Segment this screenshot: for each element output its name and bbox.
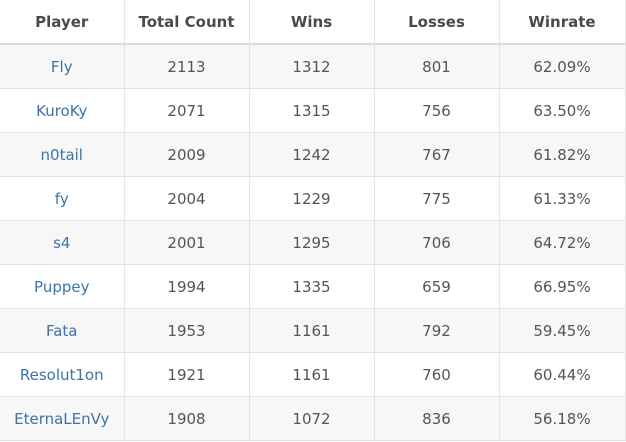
winrate-cell: 59.45%: [498, 308, 626, 353]
column-header-player[interactable]: Player: [0, 0, 125, 45]
player-link[interactable]: Fly: [0, 43, 125, 89]
losses-cell: 836: [373, 396, 500, 441]
total-count-cell: 2113: [123, 43, 250, 89]
player-link[interactable]: s4: [0, 220, 125, 265]
column-header-winrate[interactable]: Winrate: [498, 0, 626, 45]
table-row: n0tail 2009 1242 767 61.82%: [0, 132, 626, 177]
losses-cell: 756: [373, 88, 500, 133]
table-header: Player Total Count Wins Losses Winrate: [0, 0, 626, 45]
losses-cell: 775: [373, 176, 500, 221]
column-header-losses[interactable]: Losses: [373, 0, 500, 45]
losses-cell: 767: [373, 132, 500, 177]
player-link[interactable]: n0tail: [0, 132, 125, 177]
total-count-cell: 1994: [123, 264, 250, 309]
total-count-cell: 2071: [123, 88, 250, 133]
column-header-total-count[interactable]: Total Count: [123, 0, 250, 45]
table-row: fy 2004 1229 775 61.33%: [0, 176, 626, 221]
table-row: KuroKy 2071 1315 756 63.50%: [0, 88, 626, 133]
player-link[interactable]: Fata: [0, 308, 125, 353]
total-count-cell: 1921: [123, 352, 250, 397]
winrate-cell: 66.95%: [498, 264, 626, 309]
wins-cell: 1229: [248, 176, 375, 221]
total-count-cell: 2004: [123, 176, 250, 221]
losses-cell: 801: [373, 43, 500, 89]
wins-cell: 1335: [248, 264, 375, 309]
total-count-cell: 1908: [123, 396, 250, 441]
wins-cell: 1161: [248, 308, 375, 353]
total-count-cell: 2001: [123, 220, 250, 265]
losses-cell: 792: [373, 308, 500, 353]
wins-cell: 1242: [248, 132, 375, 177]
winrate-cell: 56.18%: [498, 396, 626, 441]
total-count-cell: 2009: [123, 132, 250, 177]
table-row: Puppey 1994 1335 659 66.95%: [0, 264, 626, 309]
header-row: Player Total Count Wins Losses Winrate: [0, 0, 626, 45]
winrate-cell: 61.33%: [498, 176, 626, 221]
table-row: Resolut1on 1921 1161 760 60.44%: [0, 352, 626, 397]
player-link[interactable]: Puppey: [0, 264, 125, 309]
wins-cell: 1315: [248, 88, 375, 133]
table-body: Fly 2113 1312 801 62.09% KuroKy 2071 131…: [0, 43, 626, 441]
player-link[interactable]: fy: [0, 176, 125, 221]
table-row: EternaLEnVy 1908 1072 836 56.18%: [0, 396, 626, 441]
winrate-cell: 62.09%: [498, 43, 626, 89]
table-row: Fly 2113 1312 801 62.09%: [0, 43, 626, 89]
losses-cell: 706: [373, 220, 500, 265]
wins-cell: 1312: [248, 43, 375, 89]
player-link[interactable]: Resolut1on: [0, 352, 125, 397]
winrate-cell: 60.44%: [498, 352, 626, 397]
wins-cell: 1072: [248, 396, 375, 441]
winrate-cell: 64.72%: [498, 220, 626, 265]
table-row: s4 2001 1295 706 64.72%: [0, 220, 626, 265]
winrate-cell: 63.50%: [498, 88, 626, 133]
losses-cell: 659: [373, 264, 500, 309]
column-header-wins[interactable]: Wins: [248, 0, 375, 45]
losses-cell: 760: [373, 352, 500, 397]
wins-cell: 1161: [248, 352, 375, 397]
winrate-cell: 61.82%: [498, 132, 626, 177]
wins-cell: 1295: [248, 220, 375, 265]
player-link[interactable]: KuroKy: [0, 88, 125, 133]
player-link[interactable]: EternaLEnVy: [0, 396, 125, 441]
total-count-cell: 1953: [123, 308, 250, 353]
table-row: Fata 1953 1161 792 59.45%: [0, 308, 626, 353]
